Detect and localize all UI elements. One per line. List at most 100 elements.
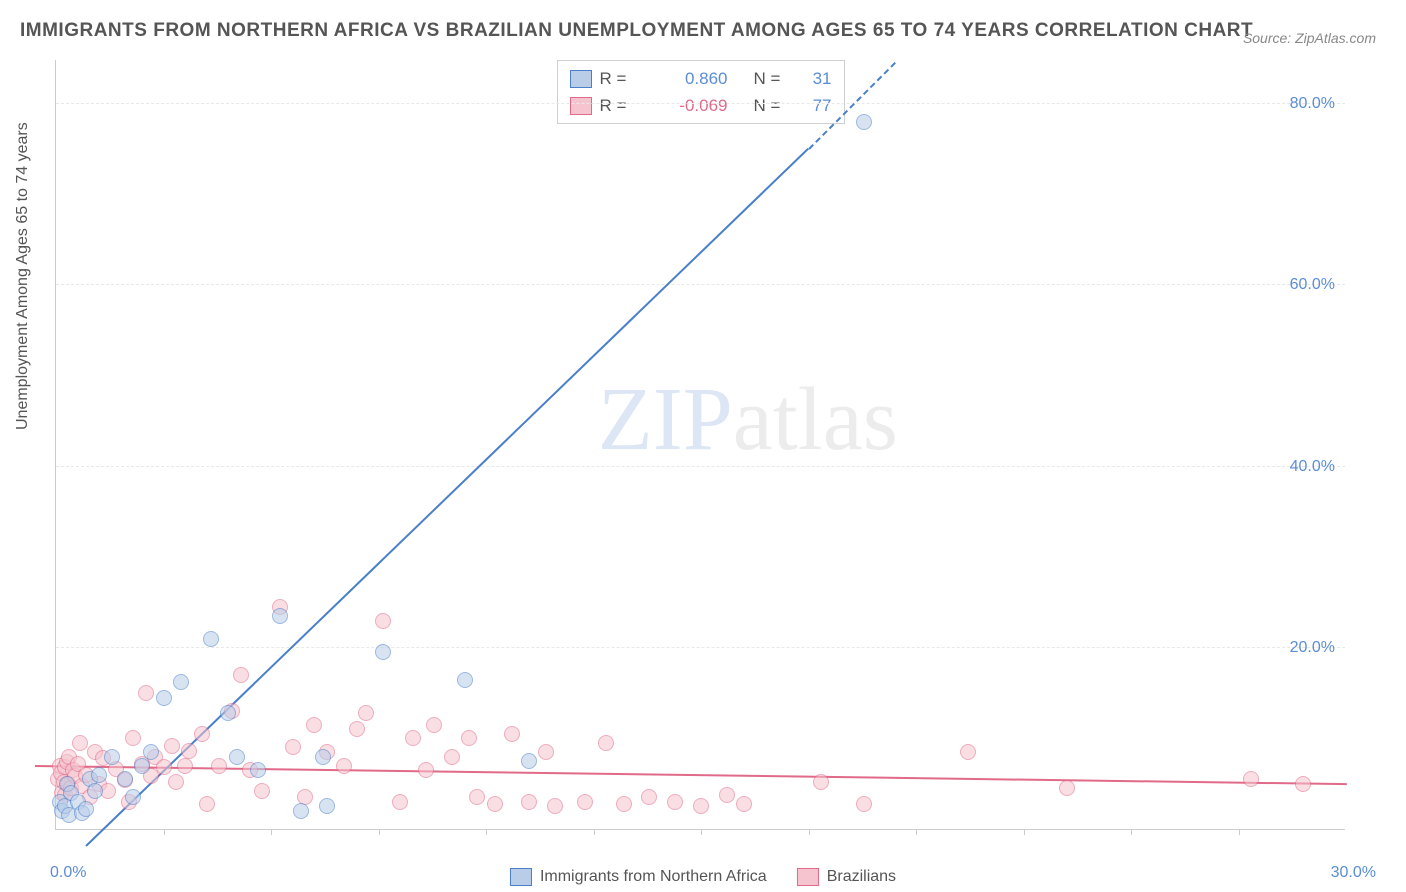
scatter-point-pink <box>349 721 365 737</box>
series-legend: Immigrants from Northern Africa Brazilia… <box>510 868 896 886</box>
scatter-point-blue <box>173 674 189 690</box>
x-tick-mark <box>701 829 702 835</box>
scatter-point-pink <box>1295 776 1311 792</box>
scatter-point-pink <box>181 743 197 759</box>
scatter-point-pink <box>598 735 614 751</box>
y-axis-label: Unemployment Among Ages 65 to 74 years <box>14 122 32 430</box>
scatter-point-pink <box>719 787 735 803</box>
scatter-point-blue <box>229 749 245 765</box>
scatter-point-blue <box>272 608 288 624</box>
x-tick-mark <box>1024 829 1025 835</box>
legend-swatch-blue-icon <box>510 868 532 886</box>
legend-r-value-pink: -0.069 <box>648 92 728 119</box>
scatter-point-pink <box>168 774 184 790</box>
legend-item-pink: Brazilians <box>797 868 896 886</box>
scatter-point-pink <box>177 758 193 774</box>
scatter-point-pink <box>358 705 374 721</box>
correlation-legend: R = 0.860 N = 31 R = -0.069 N = 77 <box>557 60 845 124</box>
scatter-point-pink <box>285 739 301 755</box>
scatter-point-pink <box>1243 771 1259 787</box>
scatter-point-blue <box>156 690 172 706</box>
scatter-point-pink <box>504 726 520 742</box>
scatter-point-pink <box>813 774 829 790</box>
scatter-point-blue <box>315 749 331 765</box>
scatter-point-blue <box>457 672 473 688</box>
scatter-point-pink <box>156 759 172 775</box>
x-tick-mark <box>594 829 595 835</box>
x-tick-mark <box>1131 829 1132 835</box>
scatter-point-blue <box>220 705 236 721</box>
trendline <box>34 765 1346 785</box>
y-tick-label: 80.0% <box>1290 95 1335 113</box>
y-tick-label: 20.0% <box>1290 639 1335 657</box>
scatter-point-pink <box>487 796 503 812</box>
scatter-point-pink <box>469 789 485 805</box>
legend-label-pink: Brazilians <box>827 868 896 886</box>
scatter-point-blue <box>250 762 266 778</box>
x-axis-max-label: 30.0% <box>1331 864 1376 882</box>
legend-r-label: R = <box>600 65 640 92</box>
scatter-point-blue <box>375 644 391 660</box>
y-tick-label: 60.0% <box>1290 276 1335 294</box>
x-tick-mark <box>486 829 487 835</box>
legend-swatch-blue <box>570 70 592 88</box>
scatter-point-pink <box>641 789 657 805</box>
scatter-point-pink <box>577 794 593 810</box>
scatter-point-pink <box>538 744 554 760</box>
legend-row-pink: R = -0.069 N = 77 <box>570 92 832 119</box>
scatter-point-pink <box>547 798 563 814</box>
chart-title: IMMIGRANTS FROM NORTHERN AFRICA VS BRAZI… <box>20 20 1253 42</box>
scatter-point-pink <box>306 717 322 733</box>
gridline-horizontal <box>56 647 1345 648</box>
scatter-point-pink <box>616 796 632 812</box>
scatter-point-pink <box>194 726 210 742</box>
scatter-point-pink <box>392 794 408 810</box>
scatter-point-pink <box>736 796 752 812</box>
scatter-point-pink <box>125 730 141 746</box>
x-tick-mark <box>271 829 272 835</box>
legend-item-blue: Immigrants from Northern Africa <box>510 868 767 886</box>
x-tick-mark <box>379 829 380 835</box>
scatter-point-blue <box>134 758 150 774</box>
scatter-point-pink <box>199 796 215 812</box>
legend-swatch-pink <box>570 97 592 115</box>
scatter-point-blue <box>117 771 133 787</box>
x-tick-mark <box>1239 829 1240 835</box>
scatter-point-pink <box>164 738 180 754</box>
x-axis-min-label: 0.0% <box>50 864 86 882</box>
scatter-point-blue <box>293 803 309 819</box>
legend-n-value-blue: 31 <box>792 65 832 92</box>
chart-plot-area: R = 0.860 N = 31 R = -0.069 N = 77 ZIPat… <box>55 60 1345 830</box>
scatter-point-pink <box>856 796 872 812</box>
scatter-point-pink <box>336 758 352 774</box>
y-tick-label: 40.0% <box>1290 458 1335 476</box>
scatter-point-pink <box>461 730 477 746</box>
scatter-point-pink <box>375 613 391 629</box>
watermark: ZIPatlas <box>598 368 898 471</box>
legend-r-value-blue: 0.860 <box>648 65 728 92</box>
scatter-point-pink <box>521 794 537 810</box>
legend-n-label: N = <box>754 92 784 119</box>
scatter-point-blue <box>143 744 159 760</box>
scatter-point-blue <box>78 801 94 817</box>
scatter-point-pink <box>444 749 460 765</box>
scatter-point-blue <box>125 789 141 805</box>
scatter-point-pink <box>211 758 227 774</box>
legend-r-label: R = <box>600 92 640 119</box>
scatter-point-pink <box>418 762 434 778</box>
scatter-point-pink <box>426 717 442 733</box>
gridline-horizontal <box>56 466 1345 467</box>
scatter-point-pink <box>667 794 683 810</box>
gridline-horizontal <box>56 284 1345 285</box>
source-attribution: Source: ZipAtlas.com <box>1243 30 1376 46</box>
gridline-horizontal <box>56 103 1345 104</box>
scatter-point-blue <box>203 631 219 647</box>
x-tick-mark <box>809 829 810 835</box>
scatter-point-blue <box>856 114 872 130</box>
x-tick-mark <box>164 829 165 835</box>
scatter-point-blue <box>87 783 103 799</box>
legend-n-value-pink: 77 <box>792 92 832 119</box>
scatter-point-pink <box>960 744 976 760</box>
scatter-point-pink <box>405 730 421 746</box>
scatter-point-pink <box>72 735 88 751</box>
